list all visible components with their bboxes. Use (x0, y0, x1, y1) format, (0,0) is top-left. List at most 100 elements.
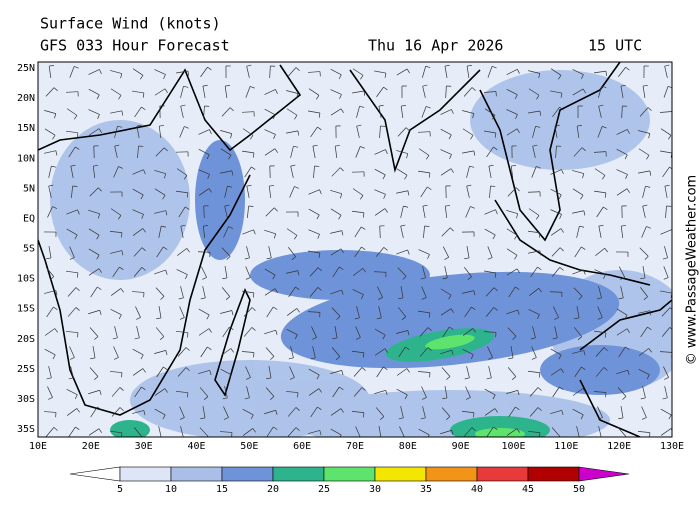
lon-label: 120E (607, 441, 631, 452)
wind-barb-feather (250, 414, 254, 420)
wind-barb-feather (76, 272, 79, 278)
wind-barb (269, 65, 271, 79)
wind-barb (621, 105, 623, 119)
wind-barb (418, 170, 430, 174)
wind-barb (637, 431, 651, 433)
wind-barb (465, 206, 471, 218)
title: Surface Wind (knots) (40, 15, 221, 33)
wind-barb-feather (163, 366, 168, 370)
wind-barb-feather (312, 337, 317, 340)
wind-barb-feather (508, 357, 514, 360)
wind-barb-feather (581, 147, 586, 152)
wind-barb-feather (378, 104, 384, 107)
wind-barb (638, 130, 650, 134)
wind-barb-feather (141, 247, 146, 252)
wind-barb-feather (425, 65, 431, 68)
wind-barb (330, 68, 342, 76)
wind-barb (66, 270, 78, 274)
wind-barb-feather (362, 268, 366, 273)
wind-barb-feather (253, 229, 256, 235)
wind-barb (155, 287, 165, 297)
wind-barb (133, 247, 143, 257)
wind-barb (595, 247, 605, 257)
colorbar-segment (272, 466, 325, 482)
wind-barb-feather (317, 267, 322, 272)
wind-barb-feather (642, 204, 648, 207)
wind-barb (400, 406, 404, 418)
wind-barb (396, 150, 408, 154)
wind-barb (593, 391, 607, 393)
wind-barb (441, 367, 451, 377)
wind-barb (440, 168, 452, 176)
wind-barb (330, 248, 342, 256)
wind-barb-feather (361, 387, 366, 391)
wind-barb (576, 306, 580, 318)
wind-barb (528, 370, 540, 374)
wind-barb (462, 150, 474, 154)
wind-barb-feather (273, 134, 276, 139)
wind-barb-feather (360, 146, 365, 149)
wind-barb-feather (516, 268, 520, 274)
wind-barb (264, 229, 276, 235)
wind-barb-feather (536, 166, 541, 169)
wind-barb-feather (341, 230, 344, 236)
wind-barb-feather (404, 394, 408, 400)
wind-barb-feather (142, 368, 146, 373)
wind-barb (223, 226, 229, 238)
wind-barb (374, 389, 386, 395)
wind-barb (135, 306, 141, 318)
wind-barb (158, 306, 162, 318)
wind-barb (660, 229, 672, 235)
wind-barb-feather (620, 277, 625, 280)
wind-barb-feather (448, 294, 452, 300)
wind-barb-feather (539, 372, 541, 378)
wind-barb-feather (141, 106, 146, 111)
wind-barb-feather (363, 412, 365, 418)
wind-barb-feather (400, 224, 406, 227)
wind-barb (528, 208, 540, 216)
wind-barb-feather (583, 350, 586, 356)
wind-barb (375, 407, 385, 417)
wind-barb-feather (75, 426, 80, 431)
wind-barb (353, 268, 363, 276)
wind-barb (47, 386, 53, 398)
wind-barb-feather (646, 226, 651, 229)
wind-barb-feather (580, 195, 584, 200)
wind-barb (616, 369, 628, 375)
wind-barb-feather (627, 370, 630, 375)
wind-barb-feather (378, 297, 383, 300)
wind-barb-feather (99, 69, 102, 74)
wind-barb (67, 307, 77, 317)
wind-barb (131, 291, 145, 293)
wind-barb-feather (266, 257, 272, 260)
wind-barb-feather (380, 416, 385, 420)
wind-barb-feather (52, 206, 58, 209)
wind-barb (642, 206, 646, 218)
wind-barb-feather (517, 390, 520, 396)
wind-barb (330, 428, 342, 436)
wind-barb-feather (382, 174, 386, 180)
wind-barb-feather (51, 165, 57, 168)
wind-barb-feather (422, 84, 428, 87)
wind-barb-feather (383, 194, 386, 199)
wind-barb-feather (114, 144, 120, 147)
wind-barb (66, 130, 78, 134)
wind-barb-feather (581, 246, 586, 250)
wind-barb-feather (601, 126, 607, 129)
wind-barb-feather (222, 277, 228, 280)
wind-barb-feather (316, 214, 320, 220)
wind-barb-feather (583, 269, 586, 275)
wind-barb-feather (470, 206, 475, 209)
wind-barb (334, 146, 338, 158)
wind-barb-feather (231, 310, 234, 316)
wind-barb-feather (335, 145, 341, 147)
wind-barb-feather (295, 286, 300, 291)
wind-barb-feather (622, 396, 627, 400)
wind-barb (550, 169, 562, 175)
wind-barb (330, 289, 342, 295)
wind-barb (242, 229, 254, 235)
wind-barb-feather (46, 257, 52, 260)
wind-barb-feather (316, 374, 320, 380)
wind-barb (572, 88, 584, 96)
wind-barb-feather (69, 357, 75, 360)
